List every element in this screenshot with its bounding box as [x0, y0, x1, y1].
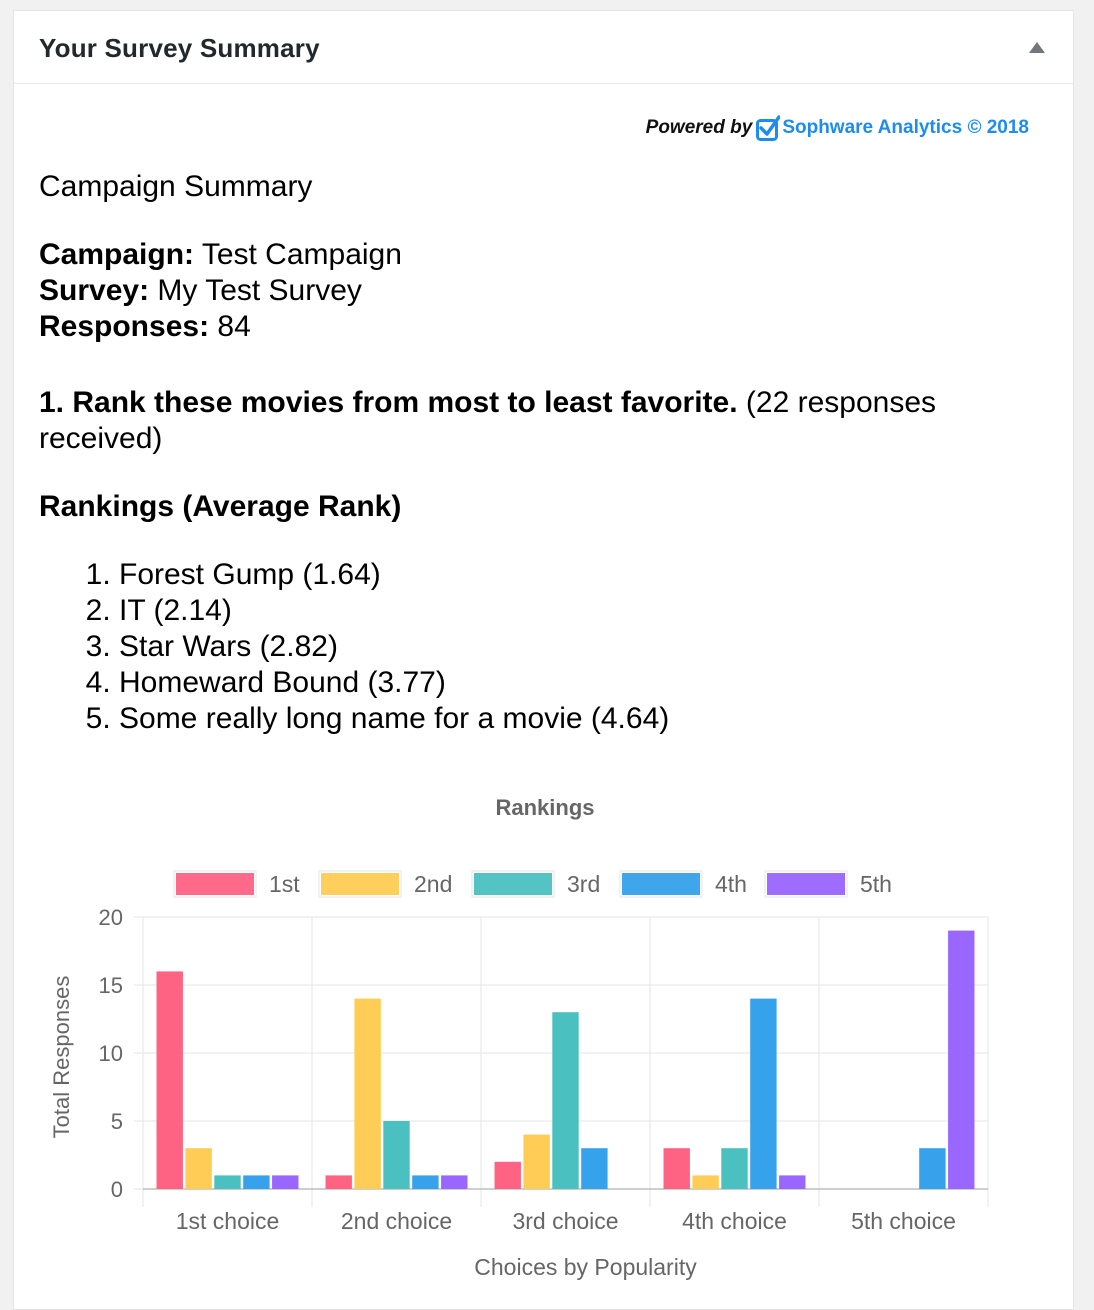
legend-swatch-border [471, 870, 555, 898]
legend-swatch-border [619, 870, 703, 898]
survey-label: Survey: [39, 274, 150, 307]
bar-5th-2 [441, 1175, 468, 1189]
legend-label-1st: 1st [269, 871, 300, 897]
ranking-item: Star Wars (2.82) [119, 629, 1039, 665]
x-axis-title: Choices by Popularity [474, 1254, 697, 1280]
question-block: 1. Rank these movies from most to least … [39, 385, 1039, 457]
campaign-value: Test Campaign [201, 238, 402, 271]
legend-label-4th: 4th [715, 871, 747, 897]
bar-3rd-4 [721, 1148, 748, 1189]
survey-row: Survey: My Test Survey [39, 273, 1039, 309]
bar-5th-5 [948, 930, 975, 1189]
sophware-analytics-link[interactable]: Sophware Analytics © 2018 [782, 117, 1029, 138]
x-tick-label: 4th choice [682, 1208, 787, 1234]
ranking-item: Forest Gump (1.64) [119, 557, 1039, 593]
legend-swatch-3rd [472, 871, 554, 897]
campaign-row: Campaign: Test Campaign [39, 237, 1039, 273]
collapse-arrow-icon[interactable] [1029, 42, 1045, 53]
y-tick-label: 20 [99, 905, 123, 930]
ranking-item: Homeward Bound (3.77) [119, 665, 1039, 701]
x-tick-label: 5th choice [851, 1208, 956, 1234]
bar-1st-4 [663, 1148, 690, 1189]
y-axis-title: Total Responses [49, 976, 74, 1139]
x-tick-label: 3rd choice [512, 1208, 618, 1234]
legend-label-5th: 5th [860, 871, 892, 897]
legend-swatch-border [764, 870, 848, 898]
legend-swatch-border [318, 870, 402, 898]
bar-4th-2 [412, 1175, 439, 1189]
bar-1st-3 [494, 1161, 521, 1189]
bar-3rd-3 [552, 1012, 579, 1189]
x-tick-label: 1st choice [176, 1208, 280, 1234]
chart-title: Rankings [495, 795, 594, 820]
section-title: Campaign Summary [39, 170, 313, 203]
legend-label-3rd: 3rd [567, 871, 600, 897]
bar-1st-1 [156, 971, 183, 1189]
summary-content: Campaign Summary Campaign: Test Campaign… [39, 169, 1039, 737]
bar-2nd-4 [692, 1175, 719, 1189]
ranking-item: Some really long name for a movie (4.64) [119, 701, 1039, 737]
responses-row: Responses: 84 [39, 309, 1039, 345]
campaign-label: Campaign: [39, 238, 195, 271]
legend-swatch-border [173, 870, 257, 898]
panel-header[interactable]: Your Survey Summary [14, 11, 1073, 84]
rankings-chart: Rankings 1st 2nd 3rd 4th 5th 0 5 10 15 20 1st choic… [14, 791, 1075, 1301]
bar-4th-3 [581, 1148, 608, 1189]
powered-by-label: Powered by [645, 117, 753, 138]
bar-1st-2 [325, 1175, 352, 1189]
powered-by-credit: Powered by Sophware Analytics © 2018 [645, 113, 1029, 141]
survey-value: My Test Survey [157, 274, 362, 307]
rankings-list: Forest Gump (1.64) IT (2.14) Star Wars (… [39, 557, 1039, 737]
bar-4th-1 [243, 1175, 270, 1189]
question-text: 1. Rank these movies from most to least … [39, 386, 738, 419]
checkbox-logo-icon [756, 115, 782, 141]
y-tick-label: 15 [99, 973, 123, 998]
bar-5th-1 [272, 1175, 299, 1189]
legend-swatch-5th [765, 871, 847, 897]
legend-label-2nd: 2nd [414, 871, 452, 897]
bar-2nd-3 [523, 1134, 550, 1189]
legend-swatch-1st [174, 871, 256, 897]
responses-label: Responses: [39, 310, 210, 343]
bar-3rd-1 [214, 1175, 241, 1189]
rankings-heading: Rankings (Average Rank) [39, 490, 402, 523]
y-tick-label: 0 [111, 1177, 123, 1202]
question-responses-note: (22 responses received) [39, 386, 937, 455]
rankings-chart-svg: Rankings 1st 2nd 3rd 4th 5th 0 5 10 15 20 1st choic… [49, 795, 989, 1280]
bar-4th-4 [750, 998, 777, 1189]
bar-5th-4 [779, 1175, 806, 1189]
legend-swatch-2nd [319, 871, 401, 897]
bar-2nd-2 [354, 998, 381, 1189]
x-tick-label: 2nd choice [341, 1208, 452, 1234]
campaign-meta: Campaign: Test Campaign Survey: My Test … [39, 237, 1039, 345]
panel-title: Your Survey Summary [39, 33, 320, 63]
bar-4th-5 [919, 1148, 946, 1189]
ranking-item: IT (2.14) [119, 593, 1039, 629]
survey-summary-panel: Your Survey Summary Powered by Sophware … [13, 10, 1074, 1310]
y-tick-label: 10 [99, 1041, 123, 1066]
y-tick-label: 5 [111, 1109, 123, 1134]
legend-swatch-4th [620, 871, 702, 897]
bar-3rd-2 [383, 1121, 410, 1189]
responses-value: 84 [217, 310, 251, 343]
bar-2nd-1 [185, 1148, 212, 1189]
